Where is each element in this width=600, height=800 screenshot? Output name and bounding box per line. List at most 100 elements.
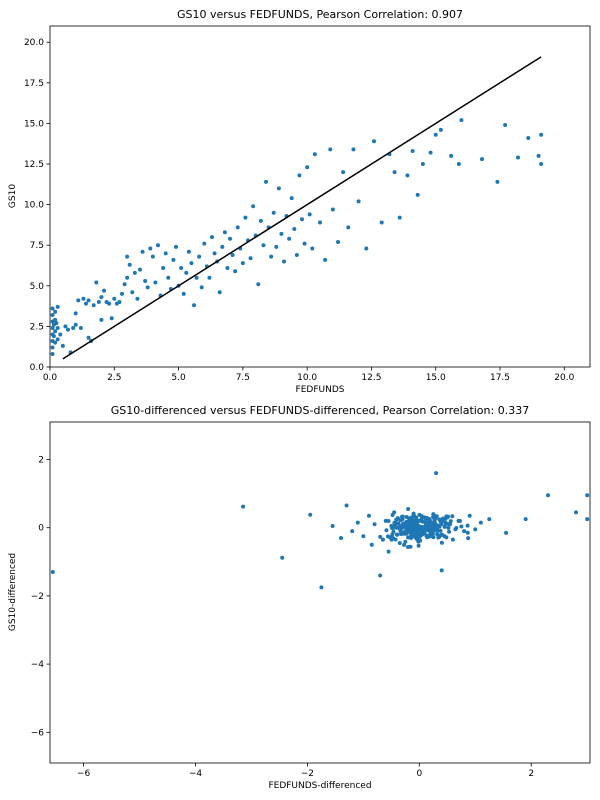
data-point: [386, 519, 391, 524]
data-point: [410, 533, 415, 538]
data-point: [435, 528, 440, 533]
data-point: [465, 530, 470, 535]
data-point: [394, 525, 399, 530]
scatter-points: [50, 56, 544, 360]
data-point: [401, 523, 406, 528]
data-point: [409, 528, 414, 533]
data-point: [258, 218, 263, 223]
data-point: [312, 152, 317, 157]
data-point: [546, 493, 551, 498]
data-point: [418, 518, 423, 523]
reference-line: [62, 56, 542, 360]
data-point: [446, 522, 451, 527]
x-tick-label: 0: [416, 769, 422, 779]
y-axis-label: GS10-differenced: [8, 553, 18, 631]
data-point: [135, 296, 140, 301]
x-tick-label: −6: [77, 769, 91, 779]
data-point: [346, 225, 351, 230]
data-point: [459, 524, 464, 529]
data-point: [53, 340, 58, 345]
data-point: [86, 298, 91, 303]
data-point: [385, 534, 390, 539]
data-point: [279, 231, 284, 236]
data-point: [413, 516, 418, 521]
data-point: [403, 539, 408, 544]
y-tick-label: 12.5: [24, 160, 44, 170]
data-point: [63, 324, 68, 329]
data-point: [186, 249, 191, 254]
data-point: [523, 517, 528, 522]
data-point: [330, 207, 335, 212]
axis-ticks: −6 −4 −2 0 2 −6 −4 −2 0 2: [31, 456, 534, 779]
data-point: [435, 532, 440, 537]
data-point: [439, 568, 444, 573]
x-tick-label: 2.5: [107, 373, 121, 383]
data-point: [380, 537, 385, 542]
y-tick-label: −6: [31, 728, 45, 738]
data-point: [364, 246, 369, 251]
data-point: [428, 523, 433, 528]
data-point: [140, 249, 145, 254]
data-point: [230, 252, 235, 257]
data-point: [55, 326, 60, 331]
data-point: [425, 516, 430, 521]
data-point: [467, 513, 472, 518]
y-tick-label: 2: [38, 456, 44, 466]
x-tick-label: 20.0: [554, 373, 574, 383]
data-point: [450, 537, 455, 542]
y-tick-label: 0.0: [30, 363, 45, 373]
data-point: [409, 515, 414, 520]
x-tick-label: 2: [528, 769, 534, 779]
data-point: [287, 236, 292, 241]
data-point: [307, 212, 312, 217]
data-point: [102, 288, 106, 293]
x-tick-label: −4: [189, 769, 203, 779]
data-point: [330, 524, 335, 528]
data-point: [418, 533, 423, 538]
data-point: [397, 541, 402, 546]
data-point: [328, 147, 333, 152]
data-point: [217, 290, 222, 295]
data-point: [156, 243, 160, 248]
data-point: [210, 235, 214, 240]
data-point: [264, 179, 268, 184]
data-point: [428, 150, 433, 155]
data-point: [58, 332, 63, 337]
data-point: [308, 512, 313, 517]
data-point: [405, 173, 410, 178]
data-point: [378, 573, 383, 578]
data-point: [539, 132, 544, 137]
data-point: [395, 532, 400, 537]
data-point: [574, 510, 579, 515]
data-point: [122, 282, 127, 287]
data-point: [465, 523, 470, 528]
data-point: [166, 275, 171, 280]
data-point: [50, 306, 55, 311]
y-tick-label: −2: [31, 592, 44, 602]
data-point: [107, 301, 112, 306]
data-point: [350, 529, 355, 534]
data-point: [132, 270, 137, 275]
data-point: [421, 515, 426, 520]
data-point: [404, 519, 409, 524]
data-point: [76, 298, 81, 303]
data-point: [516, 155, 520, 160]
data-point: [66, 327, 70, 332]
data-point: [457, 518, 462, 523]
data-point: [431, 514, 436, 519]
data-point: [51, 334, 56, 339]
data-point: [423, 520, 428, 525]
data-point: [420, 162, 425, 167]
data-point: [184, 270, 189, 275]
data-point: [402, 542, 407, 547]
data-point: [294, 252, 299, 257]
data-point: [487, 517, 492, 522]
data-point: [442, 524, 447, 529]
data-point: [53, 317, 58, 322]
data-point: [274, 244, 279, 249]
data-point: [297, 173, 302, 178]
data-point: [444, 535, 449, 540]
data-point: [55, 337, 60, 342]
data-point: [50, 313, 55, 318]
data-point: [207, 275, 212, 280]
